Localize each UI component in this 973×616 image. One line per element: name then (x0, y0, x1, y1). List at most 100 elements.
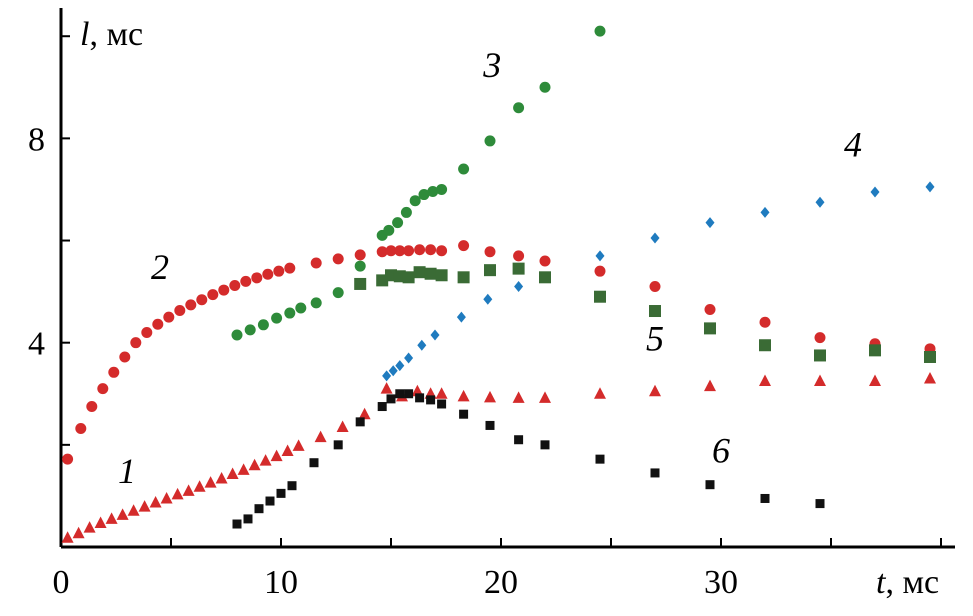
data-point (196, 294, 208, 306)
data-point (119, 351, 131, 363)
series-5 (354, 262, 936, 363)
data-point (924, 371, 936, 384)
data-point (254, 504, 264, 514)
series-labels: 1 2 3 4 5 6 (118, 45, 862, 491)
data-point (759, 339, 771, 352)
data-point (435, 387, 448, 399)
data-point (116, 508, 129, 520)
data-point (411, 384, 424, 397)
data-point (705, 217, 715, 229)
data-point (355, 417, 365, 427)
series-label-6: 6 (712, 431, 730, 471)
data-point (380, 382, 393, 394)
data-point (650, 468, 660, 478)
data-point (869, 374, 881, 386)
data-point (594, 265, 606, 277)
data-point (284, 262, 296, 274)
data-point (705, 480, 715, 490)
data-point (924, 350, 936, 363)
data-point (204, 476, 217, 488)
data-point (130, 337, 142, 349)
data-point (514, 281, 524, 292)
x-tick-label: 0 (53, 564, 70, 601)
data-point (413, 266, 426, 279)
data-point (594, 290, 606, 303)
data-point (185, 299, 197, 311)
data-point (287, 481, 297, 491)
data-point (435, 269, 448, 282)
data-point (182, 484, 195, 496)
data-point (539, 81, 551, 93)
y-axis-label: l, мс (80, 16, 143, 53)
data-point (759, 316, 771, 328)
x-tick-label: 20 (484, 564, 518, 601)
data-point (417, 339, 427, 351)
data-point (415, 393, 425, 403)
data-point (385, 245, 397, 257)
data-point (265, 496, 275, 506)
data-point (595, 250, 605, 262)
data-point (262, 268, 274, 280)
data-point (649, 305, 661, 318)
data-point (512, 262, 525, 275)
data-point (400, 206, 412, 218)
data-point (458, 163, 470, 175)
data-point (483, 293, 493, 305)
data-point (484, 264, 496, 277)
data-point (386, 394, 396, 404)
data-point (237, 463, 250, 475)
data-point (404, 389, 414, 399)
series-label-2: 2 (151, 247, 169, 287)
data-point (273, 265, 285, 277)
data-point (270, 449, 283, 462)
data-point (193, 480, 206, 492)
data-point (595, 454, 605, 464)
series-1 (61, 371, 936, 543)
data-point (457, 389, 470, 402)
data-point (456, 311, 466, 323)
series-4 (382, 181, 935, 382)
data-point (395, 360, 405, 372)
data-point (436, 245, 448, 257)
data-point (426, 395, 436, 405)
data-point (257, 319, 269, 331)
data-point (259, 454, 272, 466)
data-point (814, 332, 826, 344)
data-point (925, 181, 935, 193)
data-point (424, 267, 437, 280)
data-point (514, 435, 524, 445)
data-point (485, 420, 495, 430)
series-2 (62, 240, 936, 465)
series-label-3: 3 (482, 45, 501, 85)
data-point (141, 326, 153, 338)
axes: 0 10 20 30 4 8 l, мс t, мс (28, 8, 955, 601)
data-point (815, 499, 825, 509)
y-tick-label: 8 (28, 121, 45, 158)
data-point (512, 391, 525, 403)
data-point (437, 399, 447, 409)
data-point (97, 383, 109, 395)
data-point (430, 329, 440, 341)
data-point (539, 255, 551, 267)
data-point (354, 260, 366, 272)
data-point (310, 257, 322, 269)
data-point (310, 297, 322, 309)
data-point (271, 312, 283, 324)
data-point (72, 526, 85, 539)
data-point (409, 195, 421, 207)
data-point (650, 232, 660, 244)
data-point (377, 402, 387, 412)
data-point (760, 493, 770, 503)
data-point (149, 496, 162, 508)
data-point (332, 253, 344, 265)
data-point (333, 440, 343, 450)
data-point (403, 245, 415, 257)
data-point (759, 374, 771, 386)
data-point (382, 370, 392, 382)
data-point (540, 440, 550, 450)
data-point (61, 531, 74, 543)
data-point (459, 409, 469, 419)
series-label-1: 1 (118, 451, 136, 491)
data-point (292, 439, 305, 451)
